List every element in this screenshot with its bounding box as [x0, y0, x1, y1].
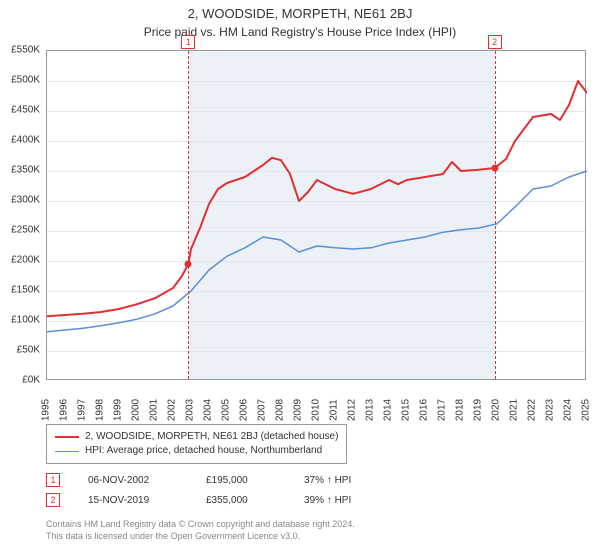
x-tick-label: 2006	[239, 399, 250, 421]
y-tick-label: £250K	[11, 225, 40, 236]
legend-item-hpi: HPI: Average price, detached house, Nort…	[55, 444, 338, 458]
x-tick-label: 2003	[185, 399, 196, 421]
plot-border: 12	[46, 50, 586, 380]
event-marker-box: 2	[488, 35, 502, 49]
legend-item-price: 2, WOODSIDE, MORPETH, NE61 2BJ (detached…	[55, 430, 338, 444]
footer-line-1: Contains HM Land Registry data © Crown c…	[46, 518, 355, 530]
x-tick-label: 2009	[293, 399, 304, 421]
annotation-row-1: 1 06-NOV-2002 £195,000 37% ↑ HPI	[46, 470, 384, 490]
x-tick-label: 1999	[113, 399, 124, 421]
legend-label-hpi: HPI: Average price, detached house, Nort…	[85, 444, 322, 458]
x-tick-label: 2013	[365, 399, 376, 421]
x-tick-label: 2002	[167, 399, 178, 421]
legend-swatch-price	[55, 436, 79, 438]
y-tick-label: £0K	[22, 375, 40, 386]
x-tick-label: 2024	[563, 399, 574, 421]
annotation-date-1: 06-NOV-2002	[88, 475, 178, 486]
x-tick-label: 2018	[455, 399, 466, 421]
legend-swatch-hpi	[55, 451, 79, 452]
event-dot	[491, 165, 498, 172]
y-tick-label: £150K	[11, 285, 40, 296]
annotation-marker-1: 1	[46, 473, 60, 487]
event-vline	[495, 51, 496, 379]
x-tick-label: 2019	[473, 399, 484, 421]
y-axis-labels: £0K£50K£100K£150K£200K£250K£300K£350K£40…	[0, 50, 44, 380]
y-tick-label: £450K	[11, 105, 40, 116]
x-tick-label: 2011	[329, 399, 340, 421]
event-dot	[185, 261, 192, 268]
plot-area: 12	[46, 50, 586, 380]
line-series-svg	[47, 51, 587, 381]
annotation-row-2: 2 15-NOV-2019 £355,000 39% ↑ HPI	[46, 490, 384, 510]
annotation-price-2: £355,000	[206, 495, 276, 506]
y-tick-label: £350K	[11, 165, 40, 176]
legend-box: 2, WOODSIDE, MORPETH, NE61 2BJ (detached…	[46, 424, 347, 464]
x-tick-label: 2007	[257, 399, 268, 421]
annotation-date-2: 15-NOV-2019	[88, 495, 178, 506]
x-tick-label: 2017	[437, 399, 448, 421]
x-tick-label: 2005	[221, 399, 232, 421]
annotation-hpi-1: 37% ↑ HPI	[304, 475, 384, 486]
x-tick-label: 2016	[419, 399, 430, 421]
x-tick-label: 2021	[509, 399, 520, 421]
footer-line-2: This data is licensed under the Open Gov…	[46, 530, 355, 542]
series-line-hpi	[47, 171, 587, 332]
x-tick-label: 1996	[59, 399, 70, 421]
annotation-hpi-2: 39% ↑ HPI	[304, 495, 384, 506]
x-tick-label: 2010	[311, 399, 322, 421]
x-tick-label: 2023	[545, 399, 556, 421]
x-tick-label: 2008	[275, 399, 286, 421]
y-tick-label: £550K	[11, 45, 40, 56]
annotation-table: 1 06-NOV-2002 £195,000 37% ↑ HPI 2 15-NO…	[46, 470, 384, 510]
x-tick-label: 2025	[581, 399, 592, 421]
chart-subtitle: Price paid vs. HM Land Registry's House …	[0, 21, 600, 45]
chart-container: 2, WOODSIDE, MORPETH, NE61 2BJ Price pai…	[0, 0, 600, 560]
x-tick-label: 2014	[383, 399, 394, 421]
annotation-price-1: £195,000	[206, 475, 276, 486]
x-tick-label: 2022	[527, 399, 538, 421]
event-marker-box: 1	[181, 35, 195, 49]
x-tick-label: 1998	[95, 399, 106, 421]
x-tick-label: 2004	[203, 399, 214, 421]
chart-title: 2, WOODSIDE, MORPETH, NE61 2BJ	[0, 0, 600, 21]
y-tick-label: £100K	[11, 315, 40, 326]
legend-label-price: 2, WOODSIDE, MORPETH, NE61 2BJ (detached…	[85, 430, 338, 444]
x-tick-label: 1997	[77, 399, 88, 421]
x-tick-label: 2000	[131, 399, 142, 421]
event-vline	[188, 51, 189, 379]
series-line-price_paid	[47, 81, 587, 316]
annotation-marker-2: 2	[46, 493, 60, 507]
y-tick-label: £200K	[11, 255, 40, 266]
y-tick-label: £400K	[11, 135, 40, 146]
x-axis-labels: 1995199619971998199920002001200220032004…	[46, 382, 586, 422]
y-tick-label: £50K	[17, 345, 40, 356]
x-tick-label: 2020	[491, 399, 502, 421]
y-tick-label: £500K	[11, 75, 40, 86]
x-tick-label: 2015	[401, 399, 412, 421]
x-tick-label: 2012	[347, 399, 358, 421]
x-tick-label: 1995	[41, 399, 52, 421]
x-tick-label: 2001	[149, 399, 160, 421]
y-tick-label: £300K	[11, 195, 40, 206]
footer-text: Contains HM Land Registry data © Crown c…	[46, 518, 355, 542]
